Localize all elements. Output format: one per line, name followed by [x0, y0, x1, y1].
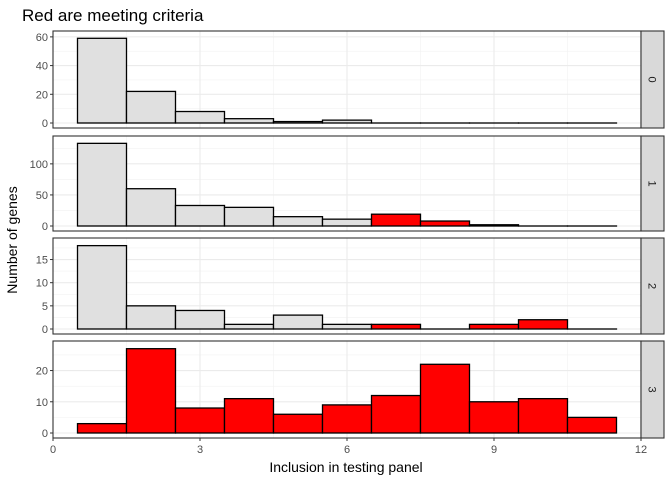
- x-tick-label: 3: [197, 444, 203, 456]
- y-tick-label: 60: [36, 32, 48, 44]
- histogram-bar: [127, 189, 176, 226]
- y-tick-label: 0: [42, 428, 48, 440]
- y-tick-label: 5: [42, 301, 48, 313]
- x-tick-label: 6: [344, 444, 350, 456]
- histogram-bar: [78, 143, 127, 226]
- histogram-bar: [323, 324, 372, 329]
- histogram-bar: [323, 405, 372, 433]
- facet-panel-2: 0 5 10 15 2: [36, 238, 664, 336]
- x-tick-label: 12: [635, 444, 647, 456]
- histogram-bar: [176, 408, 225, 433]
- facet-strip-label: 2: [646, 283, 658, 289]
- histogram-bar: [78, 38, 127, 123]
- facet-panel-0: 0 20 40 60 0: [36, 31, 664, 130]
- x-axis: 0 3 6 9 12: [50, 438, 647, 456]
- y-tick-label: 100: [30, 159, 48, 171]
- histogram-bar: [470, 225, 519, 226]
- facet-panel-3: 0 10 20 3: [36, 341, 664, 440]
- histogram-bar: [372, 324, 421, 329]
- histogram-bar: [519, 320, 568, 329]
- y-tick-label: 10: [36, 278, 48, 290]
- histogram-bar: [274, 315, 323, 329]
- histogram-bar: [127, 91, 176, 123]
- histogram-bar: [225, 207, 274, 226]
- histogram-bar: [274, 217, 323, 226]
- histogram-bar: [225, 324, 274, 329]
- y-tick-label: 40: [36, 61, 48, 73]
- facet-strip-label: 3: [646, 386, 658, 392]
- histogram-bar: [176, 310, 225, 329]
- histogram-bar: [421, 364, 470, 433]
- y-tick-label: 0: [42, 118, 48, 130]
- histogram-bar: [176, 112, 225, 123]
- y-axis-label: Number of genes: [4, 186, 20, 293]
- histogram-bar: [470, 402, 519, 433]
- histogram-bar: [78, 246, 127, 329]
- histogram-bar: [568, 417, 617, 433]
- y-tick-label: 50: [36, 190, 48, 202]
- histogram-bar: [78, 424, 127, 433]
- y-tick-label: 10: [36, 397, 48, 409]
- facet-panel-1: 0 50 100 1: [30, 136, 664, 233]
- histogram-bar: [274, 122, 323, 123]
- facet-strip-label: 1: [646, 180, 658, 186]
- x-tick-label: 0: [50, 444, 56, 456]
- histogram-bar: [470, 324, 519, 329]
- histogram-bar: [127, 306, 176, 329]
- y-tick-label: 20: [36, 89, 48, 101]
- y-tick-label: 15: [36, 255, 48, 267]
- histogram-bar: [127, 349, 176, 433]
- histogram-bar: [323, 120, 372, 123]
- histogram-bar: [225, 399, 274, 433]
- histogram-bar: [372, 214, 421, 226]
- histogram-bar: [176, 205, 225, 226]
- facet-strip-label: 0: [646, 76, 658, 82]
- y-tick-label: 0: [42, 324, 48, 336]
- histogram-bar: [274, 414, 323, 433]
- histogram-bar: [372, 396, 421, 433]
- chart-title: Red are meeting criteria: [22, 6, 204, 25]
- histogram-bar: [225, 119, 274, 123]
- histogram-bar: [421, 221, 470, 226]
- y-tick-label: 20: [36, 366, 48, 378]
- x-axis-label: Inclusion in testing panel: [269, 459, 422, 475]
- y-tick-label: 0: [42, 221, 48, 233]
- x-tick-label: 9: [491, 444, 497, 456]
- histogram-bar: [323, 219, 372, 226]
- histogram-bar: [519, 399, 568, 433]
